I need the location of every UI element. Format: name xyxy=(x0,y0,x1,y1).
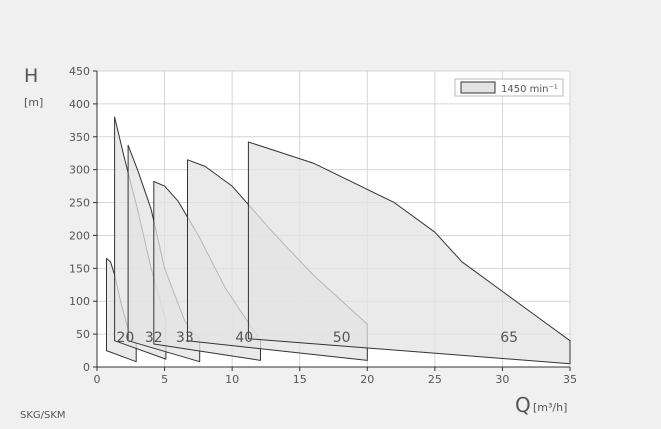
y-tick-label: 100 xyxy=(69,295,90,308)
x-axis-symbol: Q xyxy=(515,393,531,417)
y-tick-label: 0 xyxy=(83,361,90,374)
series-label-32: 32 xyxy=(145,330,163,346)
x-tick-label: 20 xyxy=(360,373,374,386)
y-tick-label: 250 xyxy=(69,197,90,210)
y-tick-label: 400 xyxy=(69,98,90,111)
y-tick-label: 200 xyxy=(69,229,90,242)
y-tick-label: 150 xyxy=(69,262,90,275)
series-label-65: 65 xyxy=(500,330,518,346)
legend-label: 1450 min⁻¹ xyxy=(501,84,558,95)
y-tick-label: 450 xyxy=(69,65,90,78)
x-tick-label: 35 xyxy=(563,373,577,386)
series-label-33: 33 xyxy=(176,330,194,346)
legend-swatch xyxy=(460,81,496,94)
x-axis-unit: [m³/h] xyxy=(533,401,567,414)
y-tick-label: 350 xyxy=(69,131,90,144)
model-label: SKG/SKM xyxy=(20,410,66,421)
x-tick-label: 5 xyxy=(161,373,168,386)
y-tick-label: 50 xyxy=(76,328,90,341)
x-tick-label: 10 xyxy=(225,373,239,386)
x-tick-label: 25 xyxy=(428,373,442,386)
y-axis-unit: [m] xyxy=(24,96,43,109)
x-tick-label: 0 xyxy=(94,373,101,386)
x-tick-label: 15 xyxy=(293,373,307,386)
y-axis-symbol: H xyxy=(24,65,38,87)
series-label-20: 20 xyxy=(116,330,134,346)
series-area-65 xyxy=(247,141,571,365)
x-tick-label: 30 xyxy=(495,373,509,386)
series-label-40: 40 xyxy=(235,330,253,346)
y-tick-label: 300 xyxy=(69,164,90,177)
series-label-50: 50 xyxy=(333,330,351,346)
